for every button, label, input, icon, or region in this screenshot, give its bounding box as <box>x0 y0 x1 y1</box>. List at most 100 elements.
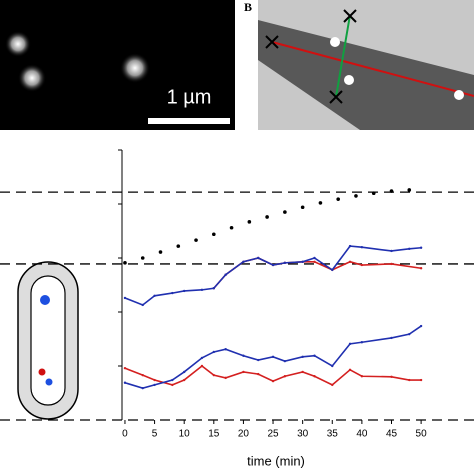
spot <box>454 90 464 100</box>
cell-inner <box>30 275 66 406</box>
data-point <box>271 263 275 267</box>
x-axis-title: time (min) <box>247 453 305 468</box>
series-line <box>213 257 422 289</box>
x-tick-label: 40 <box>356 429 368 440</box>
data-point <box>313 354 316 357</box>
data-point <box>123 261 127 265</box>
data-point <box>419 267 423 270</box>
data-point <box>371 191 376 195</box>
data-point <box>389 189 394 193</box>
data-point <box>300 205 305 210</box>
data-point <box>331 364 334 368</box>
panel-b: B <box>244 0 474 130</box>
data-point <box>153 378 156 382</box>
x-tick-label: 45 <box>386 429 398 440</box>
x-tick-label: 25 <box>267 429 279 440</box>
data-point <box>224 348 227 351</box>
data-point <box>153 294 156 297</box>
data-point <box>331 383 334 387</box>
spot <box>18 64 46 92</box>
spot <box>45 378 53 386</box>
data-point <box>390 249 393 253</box>
data-point <box>271 355 275 359</box>
data-point <box>182 289 186 293</box>
data-point <box>390 262 393 266</box>
data-point <box>408 378 411 382</box>
data-point <box>313 375 316 378</box>
x-tick-label: 50 <box>416 429 428 440</box>
spot <box>344 75 354 85</box>
data-point <box>212 350 216 354</box>
data-point <box>348 368 352 371</box>
data-point <box>419 378 423 382</box>
data-point <box>229 225 234 230</box>
scale-label: 1 µm <box>167 86 212 108</box>
data-point <box>123 381 127 384</box>
data-point <box>141 373 144 377</box>
data-point <box>390 336 393 340</box>
data-point <box>283 359 287 363</box>
data-point <box>182 378 186 382</box>
x-tick-label: 0 <box>122 429 128 440</box>
data-point <box>336 197 340 201</box>
data-point <box>123 366 127 370</box>
panel-a: 1 µm <box>0 0 235 130</box>
data-point <box>171 378 174 382</box>
data-point <box>242 370 245 374</box>
data-point <box>242 260 245 263</box>
data-point <box>301 260 304 263</box>
data-point <box>171 291 174 295</box>
data-point <box>283 210 287 214</box>
spot <box>38 368 46 376</box>
spot <box>5 31 31 57</box>
data-point <box>360 246 364 249</box>
x-tick-label: 35 <box>327 429 339 440</box>
data-point <box>141 303 144 307</box>
cell-band <box>258 20 474 130</box>
data-point <box>257 358 260 362</box>
data-point <box>283 375 287 378</box>
data-point <box>408 332 411 336</box>
cell-schematic <box>17 261 79 420</box>
short-axis <box>335 14 351 98</box>
data-point <box>182 370 186 374</box>
data-point <box>224 376 227 380</box>
scale-bar <box>148 118 230 124</box>
data-point <box>200 288 204 292</box>
spot <box>120 53 150 83</box>
panel-label: B <box>244 0 252 14</box>
data-point <box>331 268 334 272</box>
spot <box>40 295 50 305</box>
data-point <box>200 364 204 368</box>
data-point <box>271 379 275 383</box>
data-point <box>257 256 260 260</box>
x-tick-label: 10 <box>179 429 191 440</box>
data-point <box>212 232 216 237</box>
data-point <box>257 372 260 376</box>
data-point <box>242 354 245 357</box>
data-point <box>407 188 412 192</box>
data-point <box>247 220 252 224</box>
data-point <box>212 287 216 290</box>
data-point <box>313 260 316 263</box>
micrograph <box>0 0 235 130</box>
data-point <box>176 244 181 248</box>
data-point <box>408 247 411 251</box>
data-point <box>348 342 352 346</box>
data-point <box>123 296 127 300</box>
x-tick-label: 20 <box>238 429 250 440</box>
data-point <box>140 256 145 260</box>
data-point <box>360 263 364 267</box>
x-tick-label: 30 <box>297 429 309 440</box>
data-point <box>224 273 227 276</box>
x-tick-label: 15 <box>208 429 220 440</box>
data-point <box>390 375 393 378</box>
data-point <box>265 215 269 219</box>
data-point <box>153 383 156 387</box>
long-axis <box>271 41 474 97</box>
series-line <box>124 364 422 386</box>
data-point <box>348 244 352 248</box>
data-point <box>158 250 163 254</box>
data-point <box>318 201 323 205</box>
